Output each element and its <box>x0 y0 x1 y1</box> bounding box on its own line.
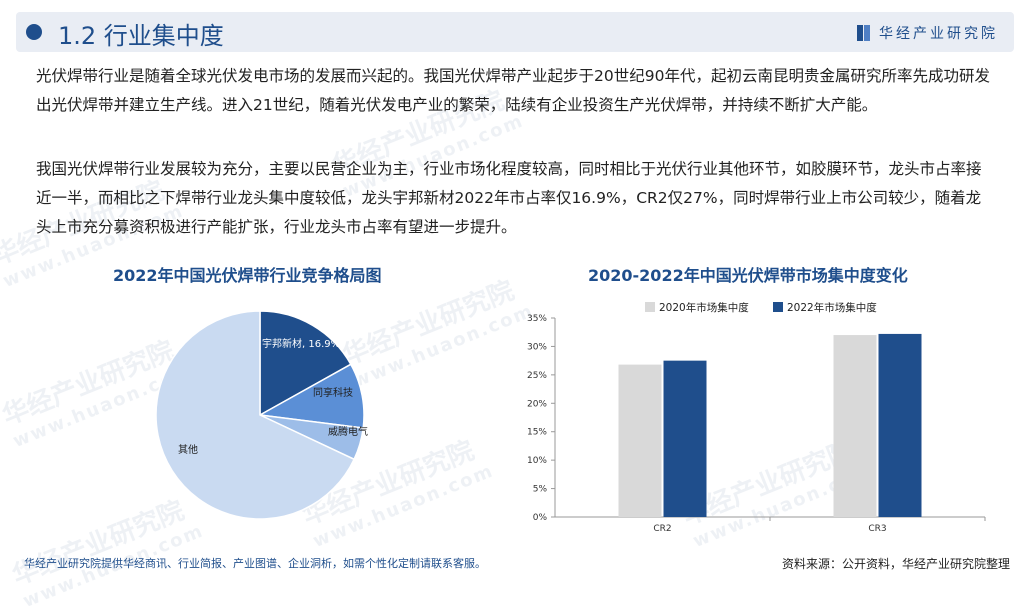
bar <box>663 360 707 517</box>
page-title: 1.2 行业集中度 <box>58 22 224 50</box>
y-tick-label: 25% <box>527 371 547 381</box>
bar <box>833 335 877 517</box>
legend-label: 2020年市场集中度 <box>659 301 749 314</box>
pie-slice <box>259 310 352 417</box>
pie-slice-label: 同享科技 <box>313 386 353 399</box>
y-tick-label: 15% <box>527 428 547 438</box>
bar <box>878 333 922 517</box>
slide-header: 1.2 行业集中度 华经产业研究院 <box>16 12 1014 52</box>
brand-name: 华经产业研究院 <box>879 26 998 42</box>
x-tick-label: CR2 <box>653 524 671 534</box>
pie-slice <box>155 310 356 520</box>
y-tick-label: 0% <box>533 513 548 523</box>
y-tick-label: 5% <box>533 485 548 495</box>
y-tick-label: 30% <box>527 342 547 352</box>
legend-label: 2022年市场集中度 <box>787 301 877 314</box>
footer-note: 华经产业研究院提供华经商讯、行业简报、产业图谱、企业洞析，如需个性化定制请联系客… <box>24 557 486 570</box>
pie-chart-title: 2022年中国光伏焊带行业竞争格局图 <box>113 266 382 285</box>
bar-chart: 0% 5% 10% 15% 20% 25% 30% 35% CR2 CR3 2020年市场集中度 20… <box>527 301 986 534</box>
legend-swatch <box>645 302 655 312</box>
pie-slice-label: 宇邦新材, 16.9% <box>262 337 340 350</box>
brand: 华经产业研究院 <box>857 23 998 43</box>
pie-slice-label: 威腾电气 <box>328 425 368 438</box>
y-tick-label: 10% <box>527 456 547 466</box>
paragraph-2: 我国光伏焊带行业发展较为充分，主要以民营企业为主，行业市场化程度较高，同时相比于… <box>36 160 982 236</box>
x-tick-label: CR3 <box>868 524 886 534</box>
brand-logo-icon <box>857 25 871 41</box>
y-tick-label: 20% <box>527 399 547 409</box>
y-tick-label: 35% <box>527 314 547 324</box>
bar-chart-title: 2020-2022年中国光伏焊带市场集中度变化 <box>588 266 908 285</box>
legend-swatch <box>773 302 783 312</box>
pie-slice-label: 其他 <box>178 443 198 456</box>
bar <box>618 364 662 517</box>
bullet-dot-icon <box>26 24 42 40</box>
paragraph-1: 光伏焊带行业是随着全球光伏发电市场的发展而兴起的。我国光伏焊带产业起步于20世纪… <box>36 67 990 114</box>
source-note: 资料来源：公开资料，华经产业研究院整理 <box>781 557 1010 571</box>
